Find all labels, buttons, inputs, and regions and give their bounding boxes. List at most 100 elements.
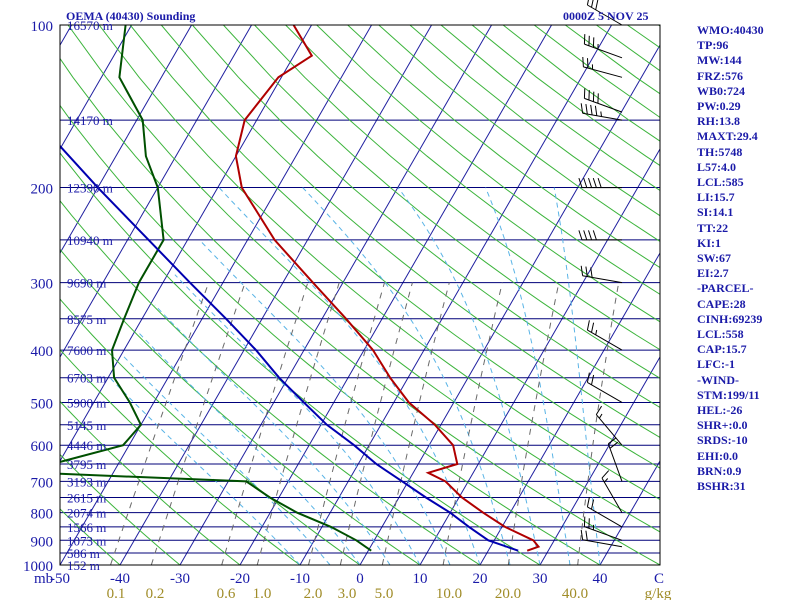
wind-barb <box>580 265 623 284</box>
height-label: 152 m <box>67 558 100 573</box>
height-label: 10940 m <box>67 233 113 248</box>
wind-barb <box>586 372 623 403</box>
wind-barb-feather <box>595 405 603 415</box>
dry-adiabat <box>316 25 660 295</box>
index-item: LFC:-1 <box>697 357 735 372</box>
index-item: SI:14.1 <box>697 205 734 220</box>
wind-barb-feather <box>580 265 584 276</box>
dry-adiabat <box>160 25 660 439</box>
wind-barb-feather <box>609 441 619 449</box>
wind-barb-feather <box>587 58 589 69</box>
wind-barb-staff <box>587 381 623 403</box>
wind-barb-feather <box>590 104 593 115</box>
moist-adiabat <box>553 187 601 565</box>
wind-barb-staff <box>601 477 623 513</box>
height-label: 1566 m <box>67 520 106 535</box>
mixing-ratio-line <box>577 282 620 565</box>
index-item: HEL:-26 <box>697 403 743 418</box>
wind-barb-feather <box>594 105 598 116</box>
wind-barb <box>582 56 623 78</box>
wind-barb <box>601 470 623 513</box>
wind-barb <box>580 529 623 548</box>
index-item: SHR+:0.0 <box>697 418 748 433</box>
wind-barb <box>595 405 623 446</box>
wind-barb-feather <box>598 413 603 419</box>
wind-barb-staff <box>587 506 623 528</box>
wind-barb-staff <box>584 526 623 541</box>
wind-barb-staff <box>582 539 623 548</box>
wind-barb <box>578 177 622 189</box>
dry-adiabat <box>565 25 660 95</box>
mixing-ratio-label: 1.0 <box>253 586 272 600</box>
parcel-profile-line <box>60 144 519 552</box>
height-label: 2615 m <box>67 491 106 506</box>
pressure-tick-label: 100 <box>31 19 54 35</box>
height-label: 1073 m <box>67 533 106 548</box>
dry-adiabat <box>60 199 481 565</box>
wind-barb <box>583 516 623 541</box>
wind-barb-feather <box>604 478 609 483</box>
wind-barb-staff <box>582 275 623 284</box>
index-item: EHI:0.0 <box>697 448 739 463</box>
wind-barb-feather <box>585 104 588 115</box>
index-item: TH:5748 <box>697 144 743 159</box>
pressure-tick-label: 300 <box>31 277 54 293</box>
mixing-ratio-label: 0.6 <box>217 586 236 600</box>
wind-barb-feather <box>588 177 593 188</box>
wind-barb-feather <box>595 329 598 335</box>
height-label: 12390 m <box>67 181 113 196</box>
height-label: 3193 m <box>67 474 106 489</box>
pressure-tick-label: 1000 <box>23 559 53 575</box>
height-label: 4446 m <box>67 438 106 453</box>
wind-barb <box>583 34 623 59</box>
isotherm-line <box>539 356 660 565</box>
index-item: WMO:40430 <box>697 23 764 37</box>
index-item: SW:67 <box>697 251 732 266</box>
wind-barb <box>583 88 623 113</box>
dry-adiabat <box>60 349 301 565</box>
isotherm-line <box>239 25 553 565</box>
wind-barb-feather <box>591 374 595 385</box>
dry-adiabat <box>60 453 181 565</box>
index-item: CAP:15.7 <box>697 342 747 357</box>
index-item: L57:4.0 <box>697 159 736 174</box>
temperature-tick-label: -20 <box>230 571 250 587</box>
wind-barb-feather <box>585 266 588 277</box>
wind-barb-feather <box>583 230 588 241</box>
moist-adiabat <box>302 187 511 565</box>
wind-barb-staff <box>582 112 623 121</box>
height-label: 2074 m <box>67 506 106 521</box>
temperature-tick-label: 20 <box>473 571 488 587</box>
moist-adiabat <box>109 377 301 565</box>
isotherm-line <box>0 25 12 565</box>
moist-adiabat <box>154 304 391 565</box>
temperature-axis-label: C <box>654 571 664 587</box>
isotherm-line <box>359 44 660 565</box>
mixing-ratio-label: g/kg <box>645 586 672 600</box>
mixing-ratio-label: 3.0 <box>338 586 357 600</box>
dry-adiabat <box>60 298 361 565</box>
index-item: BRN:0.9 <box>697 463 742 478</box>
dry-adiabat <box>60 400 241 565</box>
index-item: EI:2.7 <box>697 266 729 281</box>
height-label: 9690 m <box>67 276 106 291</box>
isotherm-line <box>299 25 613 565</box>
dry-adiabat <box>60 57 660 565</box>
index-item: PW:0.29 <box>697 99 741 114</box>
index-item: MAXT:29.4 <box>697 129 758 144</box>
wind-barb-feather <box>580 529 584 540</box>
pressure-tick-label: 400 <box>31 344 54 360</box>
index-item: RH:13.8 <box>697 114 740 129</box>
dry-adiabat <box>60 248 421 565</box>
wind-barb-feather <box>582 56 584 67</box>
temperature-tick-label: -10 <box>290 571 310 587</box>
station-title: OEMA (40430) Sounding <box>66 9 196 23</box>
mixing-ratio-label: 10.0 <box>436 586 462 600</box>
wind-barb-staff <box>584 97 623 113</box>
pressure-tick-label: 500 <box>31 396 54 412</box>
mixing-ratio-line <box>150 282 246 565</box>
dewpoint-profile-line <box>60 25 372 552</box>
temperature-tick-label: -30 <box>170 571 190 587</box>
mixing-ratio-label: 0.1 <box>107 586 126 600</box>
moist-adiabat <box>122 355 331 565</box>
